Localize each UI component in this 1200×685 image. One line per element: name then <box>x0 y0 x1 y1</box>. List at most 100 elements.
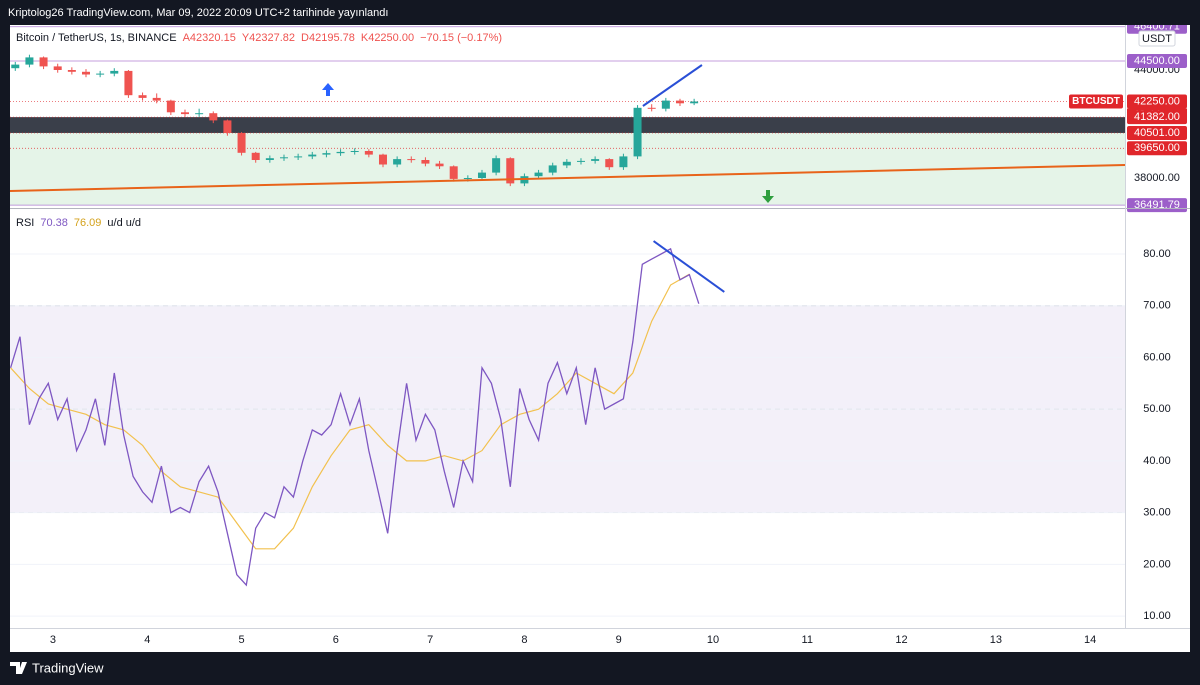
x-tick-label: 9 <box>616 634 622 646</box>
y-tick-label: 70.00 <box>1143 300 1171 312</box>
x-tick-label: 3 <box>50 634 56 646</box>
y-tick-label: 30.00 <box>1143 507 1171 519</box>
ohlc-item: −70.15 (−0.17%) <box>420 32 503 44</box>
rsi-legend: RSI 70.38 76.09 u/d u/d <box>16 217 141 229</box>
y-tick-label: 20.00 <box>1143 558 1171 570</box>
price-label-box <box>1127 94 1187 109</box>
footer-brand: TradingView <box>32 660 104 675</box>
rsi-line <box>9 247 700 587</box>
candle-body <box>562 161 571 166</box>
ohlc-item: A42320.15 <box>182 32 236 44</box>
candle-body <box>591 159 600 161</box>
symbol-label: BTCUSDT <box>1072 96 1120 107</box>
x-tick-label: 7 <box>427 634 433 646</box>
trendline <box>642 64 703 107</box>
up-arrow <box>322 83 334 96</box>
y-tick-label: 50.00 <box>1143 403 1171 415</box>
currency-box <box>1138 30 1176 47</box>
candle-body <box>124 70 133 96</box>
x-tick-label: 14 <box>1084 634 1096 646</box>
candle-body <box>138 95 147 98</box>
candle-body <box>463 178 472 180</box>
candle-body <box>421 160 430 164</box>
x-tick-label: 13 <box>990 634 1002 646</box>
candle-body <box>605 159 614 168</box>
candle-body <box>39 57 48 67</box>
y-tick-label: 38000.00 <box>1134 172 1180 184</box>
x-tick-label: 8 <box>521 634 527 646</box>
x-tick-label: 11 <box>802 634 813 646</box>
down-arrow <box>762 190 774 203</box>
price-label: 42250.00 <box>1134 95 1180 107</box>
y-tick-label: 10.00 <box>1143 610 1171 622</box>
candle-body <box>180 112 189 115</box>
candle-body <box>647 107 656 109</box>
candle-body <box>251 152 260 161</box>
candle-body <box>435 163 444 167</box>
candle-body <box>67 70 76 72</box>
x-tick-label: 10 <box>707 634 719 646</box>
ma-value: 76.09 <box>73 217 102 229</box>
rsi-value: 70.38 <box>40 217 68 229</box>
x-tick-label: 5 <box>238 634 244 646</box>
candle-body <box>364 151 373 155</box>
rsi-suffix: u/d u/d <box>107 217 142 229</box>
trendline <box>652 240 725 293</box>
candle-body <box>477 172 486 179</box>
symbol-title: Bitcoin / TetherUS, 1s, BINANCE <box>16 32 177 44</box>
rsi-title: RSI <box>16 217 35 229</box>
candle-body <box>548 165 557 173</box>
candle-body <box>265 158 274 161</box>
candle-body <box>294 156 303 158</box>
candle-body <box>110 70 119 74</box>
price-label: 39650.00 <box>1134 142 1180 154</box>
price-label: 41382.00 <box>1134 111 1180 123</box>
candle-body <box>619 156 628 168</box>
layer: 44000.0038000.0046400.7144500.0042250.00… <box>9 19 1190 646</box>
candle-body <box>166 100 175 113</box>
candle-body <box>675 100 684 104</box>
price-legend: Bitcoin / TetherUS, 1s, BINANCE A42320.1… <box>16 32 502 44</box>
candle-body <box>407 159 416 161</box>
header-text: Kriptolog26 TradingView.com, Mar 09, 202… <box>8 7 388 19</box>
ohlc-item: K42250.00 <box>360 32 415 44</box>
logo <box>10 662 27 674</box>
candle-body <box>308 154 317 157</box>
candle-body <box>633 107 642 157</box>
trendline <box>9 164 1126 192</box>
candle-body <box>25 57 34 65</box>
candle-body <box>53 66 62 71</box>
candle-body <box>534 172 543 177</box>
candle-body <box>81 71 90 75</box>
symbol-label-box <box>1069 94 1123 109</box>
y-tick-label: 60.00 <box>1143 351 1171 363</box>
candle-body <box>449 166 458 179</box>
ohlc-item: D42195.78 <box>301 32 355 44</box>
candle-body <box>279 157 288 159</box>
candle-body <box>690 101 699 104</box>
candle-body <box>378 154 387 165</box>
x-tick-label: 12 <box>895 634 907 646</box>
candle-body <box>393 159 402 165</box>
candle-body <box>152 97 161 101</box>
price-label: 40501.00 <box>1134 127 1180 139</box>
top-bar <box>0 0 1200 25</box>
zone <box>10 117 1125 133</box>
candle-body <box>223 120 232 134</box>
y-tick-label: 40.00 <box>1143 455 1171 467</box>
candle-body <box>322 153 331 155</box>
x-tick-label: 6 <box>333 634 339 646</box>
currency: USDT <box>1142 33 1172 45</box>
price-label: 44500.00 <box>1134 55 1180 67</box>
bottom-bar <box>0 652 1200 685</box>
price-label-box <box>1127 125 1187 140</box>
candle-body <box>506 158 515 184</box>
candle-body <box>492 158 501 173</box>
candle-body <box>661 100 670 109</box>
price-label-box <box>1127 110 1187 125</box>
price-label-box <box>1127 54 1187 69</box>
candle-body <box>195 113 204 115</box>
candle-body <box>11 64 20 69</box>
